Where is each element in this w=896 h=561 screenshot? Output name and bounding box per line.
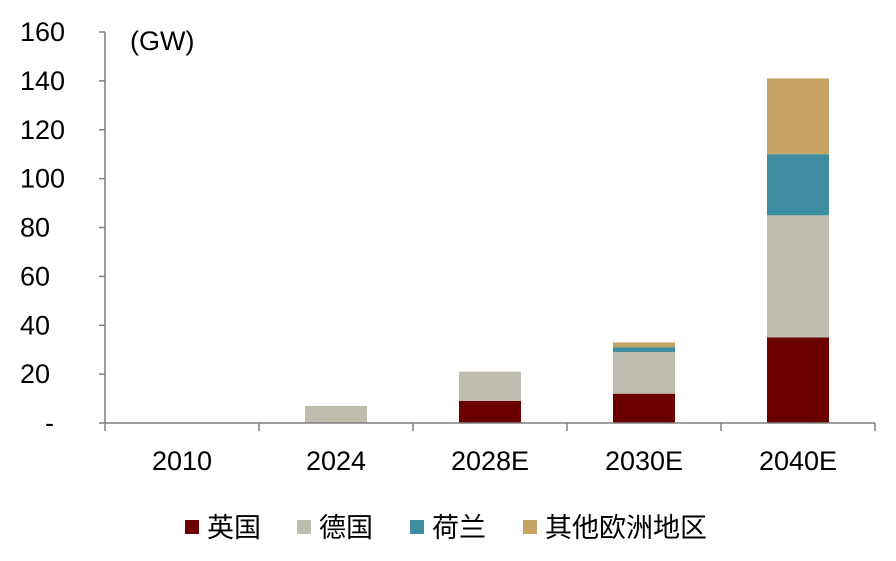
legend-swatch (410, 520, 424, 534)
y-tick-label: 140 (20, 66, 65, 96)
y-tick-label: - (45, 408, 54, 438)
legend-swatch (297, 520, 311, 534)
bar-segment-2040E-3 (767, 78, 829, 155)
x-tick-label: 2028E (451, 446, 529, 476)
legend-label: 德国 (319, 513, 373, 544)
legend-swatch (185, 520, 199, 534)
bar-segment-2040E-1 (767, 215, 829, 338)
y-tick-label: 120 (20, 115, 65, 145)
y-tick-label: 160 (20, 17, 65, 47)
y-tick-label: 80 (20, 213, 50, 243)
y-axis-unit-label: (GW) (130, 26, 194, 56)
bar-segment-2030E-3 (613, 342, 675, 348)
x-tick-label: 2024 (306, 446, 366, 476)
legend-label: 荷兰 (432, 513, 486, 544)
bar-segment-2030E-0 (613, 393, 675, 423)
bar-segment-2030E-2 (613, 347, 675, 353)
y-tick-label: 100 (20, 164, 65, 194)
y-tick-label: 40 (20, 310, 50, 340)
y-tick-label: 20 (20, 359, 50, 389)
x-tick-label: 2010 (152, 446, 212, 476)
bars-layer (305, 78, 829, 423)
bar-segment-2028E-1 (459, 371, 521, 401)
x-tick-label: 2030E (605, 446, 683, 476)
axes-layer (99, 31, 876, 431)
y-tick-label: 60 (20, 261, 50, 291)
legend-label: 英国 (207, 513, 261, 544)
legend-label: 其他欧洲地区 (545, 513, 707, 544)
bar-segment-2024-1 (305, 405, 367, 423)
bar-segment-2028E-0 (459, 401, 521, 423)
legend: 英国 德国 荷兰 其他欧洲地区 (185, 513, 707, 544)
labels-layer: - 20 40 60 80 100 120 140 160 2010 2024 2028E 2030E 2… (20, 17, 837, 476)
x-tick-label: 2040E (759, 446, 837, 476)
legend-swatch (523, 520, 537, 534)
bar-segment-2040E-2 (767, 154, 829, 216)
bar-segment-2030E-1 (613, 352, 675, 394)
bar-segment-2040E-0 (767, 337, 829, 423)
